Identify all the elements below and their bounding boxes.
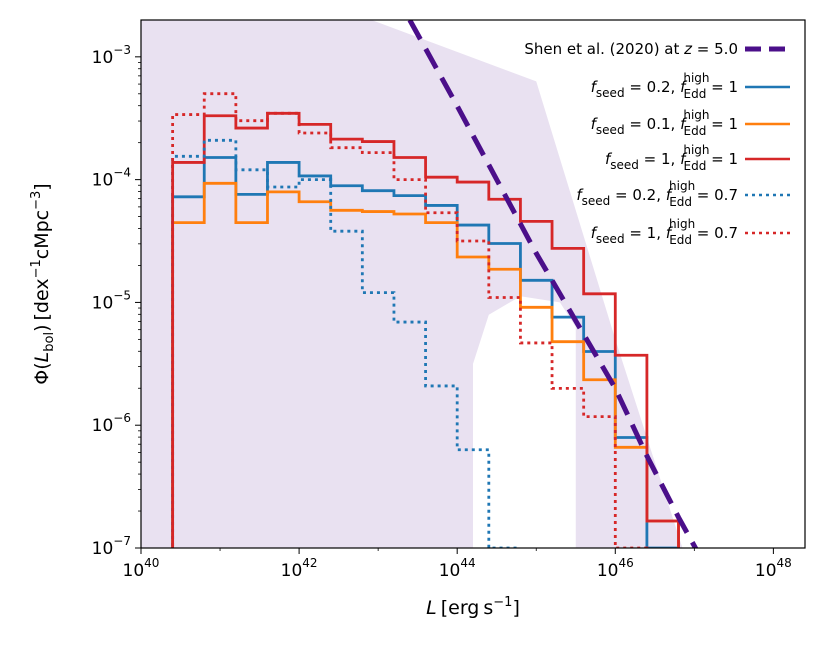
x-tick-label: 1048 (755, 556, 792, 581)
series-line-5 (171, 92, 649, 548)
series-line-2 (171, 181, 680, 548)
x-tick-label: 1046 (597, 556, 634, 581)
y-tick-label: 10−6 (92, 411, 131, 436)
y-tick-label: 10−4 (92, 166, 131, 191)
x-tick-label: 1040 (123, 556, 160, 581)
plot-frame (140, 19, 806, 549)
legend-label-shen2020: Shen et al. (2020) at z = 5.0 (524, 40, 738, 58)
legend-label-fseed-1-fedd-1: fseed = 1, fhigh Edd = 1 (605, 143, 738, 173)
legend-entry-shen2020: Shen et al. (2020) at z = 5.0 (524, 40, 790, 58)
x-axis-title: L [erg s−1] (426, 595, 520, 619)
y-axis-title: Φ(Lbol)[dex−1cMpc−3] (29, 183, 57, 384)
shaded-region (141, 20, 695, 548)
y-tick-label: 10−3 (92, 43, 131, 68)
series-line-4 (171, 138, 522, 548)
legend-entry-fseed-0.1-fedd-1: fseed = 0.1, fhigh Edd = 1 (591, 108, 790, 138)
legend-label-fseed-1-fedd-0.7: fseed = 1, fhigh Edd = 0.7 (591, 217, 738, 247)
series-line-3 (171, 111, 680, 548)
y-axis: 10−7 10−6 10−5 10−4 10−3 (92, 43, 141, 559)
x-tick-label: 1042 (281, 556, 318, 581)
y-tick-label: 10−5 (92, 288, 131, 313)
x-axis: 1040 1042 1044 1046 1048 (123, 548, 792, 581)
legend-entry-fseed-0.2-fedd-1: fseed = 0.2, fhigh Edd = 1 (591, 71, 790, 101)
legend: Shen et al. (2020) at z = 5.0 fseed = 0.… (524, 40, 790, 247)
legend-entry-fseed-1-fedd-1: fseed = 1, fhigh Edd = 1 (605, 143, 790, 173)
legend-entry-fseed-1-fedd-0.7: fseed = 1, fhigh Edd = 0.7 (591, 217, 790, 247)
legend-label-fseed-0.2-fedd-0.7: fseed = 0.2, fhigh Edd = 0.7 (576, 179, 738, 209)
legend-label-fseed-0.2-fedd-1: fseed = 0.2, fhigh Edd = 1 (591, 71, 738, 101)
legend-entry-fseed-0.2-fedd-0.7: fseed = 0.2, fhigh Edd = 0.7 (576, 179, 790, 209)
series-layer (171, 92, 680, 548)
model-curve-shen2020 (407, 20, 699, 548)
x-tick-label: 1044 (439, 556, 476, 581)
legend-label-fseed-0.1-fedd-1: fseed = 0.1, fhigh Edd = 1 (591, 108, 738, 138)
y-tick-label: 10−7 (92, 534, 131, 559)
